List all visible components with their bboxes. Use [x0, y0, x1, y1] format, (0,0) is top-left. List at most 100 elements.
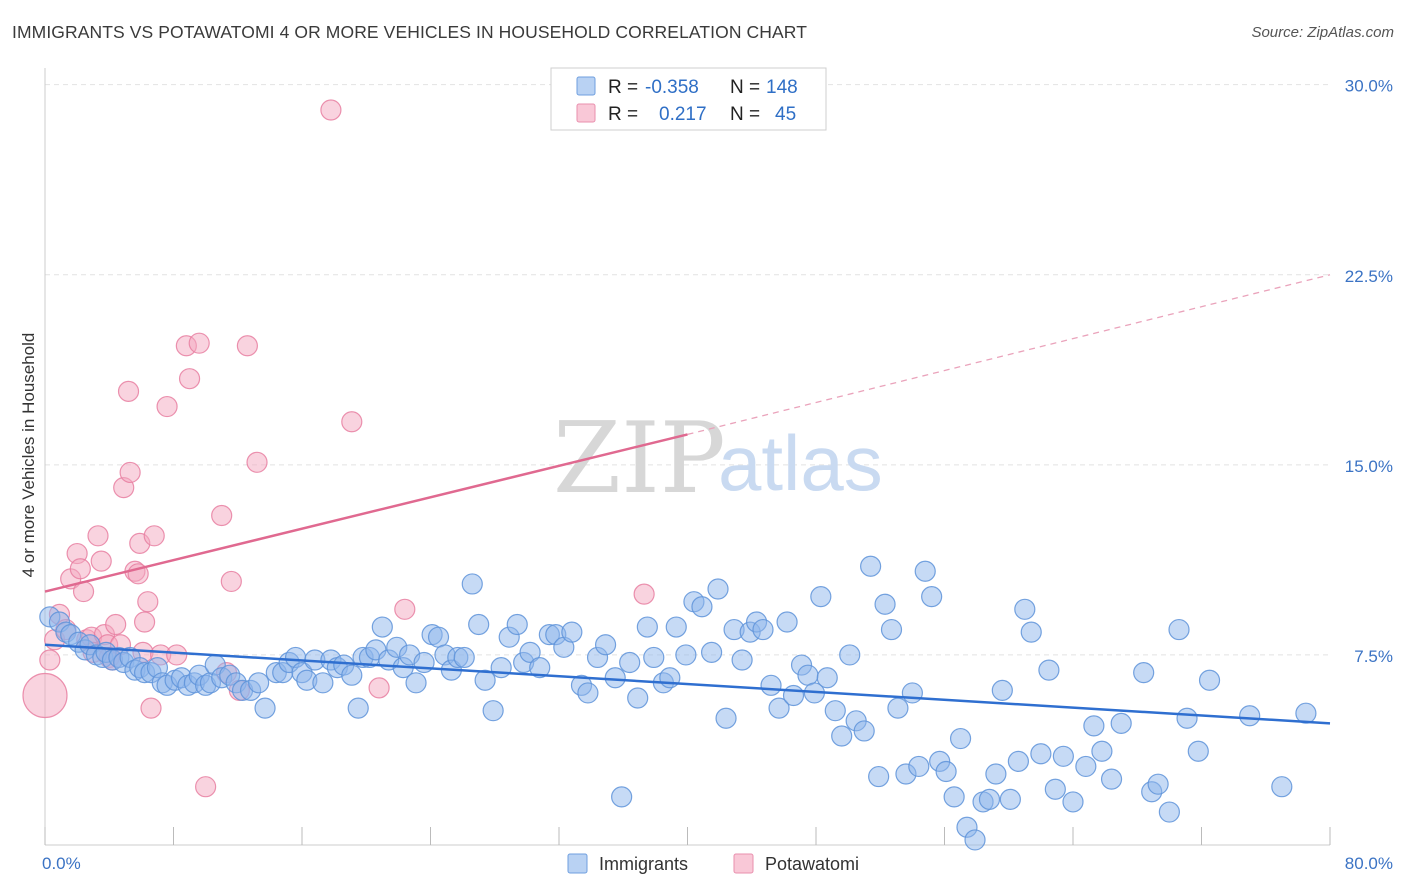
- potawatomi-point-0: [22, 672, 68, 719]
- immigrants-point-135: [985, 763, 1007, 785]
- potawatomi-trend-extension: [687, 274, 1331, 436]
- immigrants-point-73: [519, 641, 541, 663]
- legend-r-value-2: 0.217: [659, 104, 707, 125]
- immigrants-point-116: [853, 720, 875, 742]
- immigrants-point-83: [604, 667, 626, 689]
- immigrants-point-124: [908, 755, 930, 778]
- immigrants-point-138: [1007, 750, 1029, 772]
- immigrants-point-84: [611, 786, 633, 808]
- legend-n-value-2: 45: [775, 104, 796, 125]
- potawatomi-point-22: [119, 461, 141, 484]
- immigrants-point-35: [254, 697, 276, 719]
- potawatomi-point-32: [156, 395, 178, 418]
- legend-r-label-1: R =: [608, 77, 638, 98]
- immigrants-point-110: [810, 586, 832, 608]
- immigrants-point-129: [943, 786, 965, 808]
- series-legend: Immigrants Potawatomi: [567, 853, 859, 874]
- potawatomi-point-47: [394, 598, 416, 620]
- immigrants-point-69: [490, 656, 512, 679]
- immigrants-point-148: [1091, 740, 1113, 762]
- y-tick-label-0: 7.5%: [1354, 647, 1393, 666]
- immigrants-point-161: [1295, 702, 1317, 724]
- bottom-legend-potawatomi: Potawatomi: [765, 854, 859, 874]
- watermark: ZIP atlas: [553, 402, 883, 516]
- immigrants-point-114: [839, 644, 861, 666]
- immigrants-point-146: [1075, 755, 1097, 778]
- immigrants-point-144: [1052, 745, 1074, 767]
- immigrants-point-117: [860, 555, 882, 577]
- bottom-legend-swatch-immigrants: [567, 853, 588, 874]
- immigrants-point-102: [752, 618, 774, 641]
- potawatomi-point-7: [69, 558, 91, 580]
- immigrants-point-66: [468, 613, 490, 636]
- potawatomi-trend-line: [44, 433, 688, 593]
- y-tick-label-3: 30.0%: [1345, 77, 1393, 96]
- immigrants-point-60: [427, 626, 450, 648]
- immigrants-point-52: [371, 616, 393, 638]
- legend-n-label-2: N =: [730, 104, 760, 125]
- potawatomi-point-13: [90, 550, 112, 572]
- immigrants-point-149: [1100, 768, 1123, 790]
- immigrants-point-48: [347, 697, 369, 719]
- immigrants-point-67: [474, 669, 496, 691]
- immigrants-point-142: [1038, 659, 1060, 681]
- immigrants-point-113: [831, 725, 853, 747]
- chart-source: Source: ZipAtlas.com: [1251, 24, 1394, 41]
- immigrants-point-88: [643, 646, 665, 669]
- immigrants-point-159: [1239, 705, 1261, 727]
- potawatomi-point-36: [188, 332, 210, 354]
- immigrants-point-119: [874, 593, 896, 615]
- potawatomi-point-44: [320, 99, 342, 121]
- immigrants-point-143: [1044, 778, 1066, 800]
- legend-n-label-1: N =: [730, 77, 760, 98]
- immigrants-point-82: [594, 634, 617, 656]
- immigrants-point-95: [700, 641, 723, 663]
- potawatomi-point-42: [236, 335, 258, 357]
- immigrants-points: [39, 555, 1317, 851]
- potawatomi-point-37: [195, 776, 217, 798]
- potawatomi-point-29: [140, 697, 162, 719]
- immigrants-point-92: [675, 644, 697, 666]
- immigrants-point-150: [1110, 712, 1132, 734]
- immigrants-point-140: [1020, 621, 1042, 643]
- immigrants-point-158: [1198, 669, 1221, 691]
- bottom-legend-immigrants: Immigrants: [599, 854, 688, 874]
- potawatomi-point-33: [166, 644, 188, 666]
- potawatomi-point-45: [341, 411, 363, 433]
- immigrants-point-96: [707, 578, 729, 600]
- immigrants-trend-line: [44, 643, 1331, 725]
- immigrants-point-94: [691, 596, 713, 618]
- immigrants-point-157: [1187, 740, 1209, 762]
- trend-lines: [44, 274, 1331, 725]
- immigrants-point-85: [619, 651, 641, 674]
- y-tick-label-1: 15.0%: [1345, 457, 1393, 476]
- potawatomi-point-1: [39, 649, 61, 671]
- potawatomi-point-18: [105, 613, 127, 636]
- immigrants-point-112: [824, 700, 846, 722]
- potawatomi-point-21: [117, 380, 140, 402]
- immigrants-point-132: [964, 829, 986, 851]
- immigrants-point-145: [1062, 791, 1084, 813]
- potawatomi-point-12: [87, 525, 109, 547]
- immigrants-point-64: [453, 646, 475, 669]
- immigrants-point-128: [935, 760, 957, 783]
- y-axis-label: 4 or more Vehicles in Household: [19, 333, 38, 578]
- immigrants-point-103: [760, 674, 782, 696]
- immigrants-point-57: [405, 672, 427, 694]
- immigrants-point-71: [506, 613, 528, 636]
- potawatomi-point-40: [220, 570, 242, 593]
- stats-legend: R = -0.358 N = 148 R = 0.217 N = 45: [550, 67, 827, 131]
- immigrants-point-126: [921, 586, 943, 608]
- immigrants-point-141: [1030, 743, 1052, 765]
- immigrants-point-123: [901, 682, 923, 704]
- immigrants-point-154: [1158, 801, 1180, 823]
- immigrants-point-74: [529, 656, 551, 679]
- immigrants-point-91: [665, 616, 687, 638]
- immigrants-point-160: [1271, 776, 1293, 798]
- immigrants-point-47: [341, 664, 363, 686]
- immigrants-point-120: [880, 618, 903, 641]
- immigrants-point-118: [868, 765, 890, 788]
- chart-title: IMMIGRANTS VS POTAWATOMI 4 OR MORE VEHIC…: [12, 22, 807, 42]
- immigrants-point-134: [978, 788, 1001, 810]
